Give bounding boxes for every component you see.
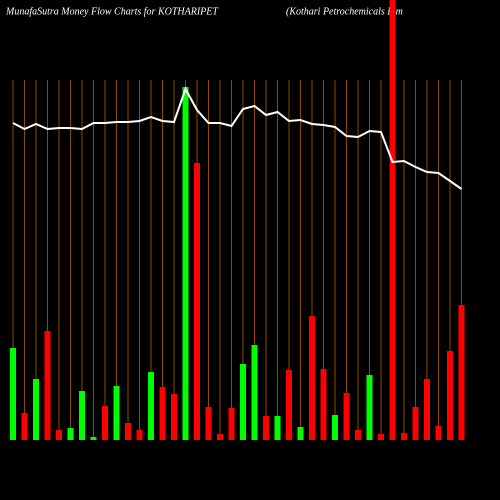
bar	[228, 408, 235, 440]
bar	[355, 430, 361, 440]
bar	[343, 393, 350, 440]
bar	[309, 316, 315, 440]
chart-subtitle: (Kothari Petrochemicals Lim	[286, 6, 403, 17]
bar	[297, 427, 304, 440]
bar	[447, 351, 453, 440]
bar	[56, 430, 62, 440]
bar	[205, 407, 212, 440]
bar	[217, 434, 223, 440]
bar	[401, 433, 407, 440]
bar	[194, 163, 200, 440]
bar	[79, 391, 85, 440]
bar	[33, 379, 39, 440]
bar	[44, 331, 51, 440]
chart-title: MunafaSutra Money Flow Charts for KOTHAR…	[5, 6, 219, 17]
bar	[21, 413, 28, 440]
bar	[263, 416, 269, 440]
bar	[113, 386, 120, 440]
bar	[240, 364, 246, 440]
bar	[458, 305, 465, 440]
bar	[366, 375, 373, 440]
bar	[159, 387, 166, 440]
bar	[10, 348, 16, 440]
bar	[286, 370, 292, 440]
price-line	[12, 86, 463, 190]
bar	[378, 434, 384, 440]
bar	[320, 369, 327, 440]
bar	[67, 428, 74, 440]
bar	[389, 0, 396, 440]
bar	[90, 437, 97, 440]
bar	[435, 426, 442, 440]
bar	[332, 415, 338, 440]
bar	[171, 394, 177, 440]
bar	[274, 416, 281, 440]
bar	[251, 345, 258, 440]
bar	[102, 406, 108, 440]
bar	[148, 372, 154, 440]
bar	[424, 379, 430, 440]
bar	[125, 423, 131, 440]
bar	[412, 407, 419, 440]
bar	[182, 87, 189, 440]
bar	[136, 430, 143, 440]
